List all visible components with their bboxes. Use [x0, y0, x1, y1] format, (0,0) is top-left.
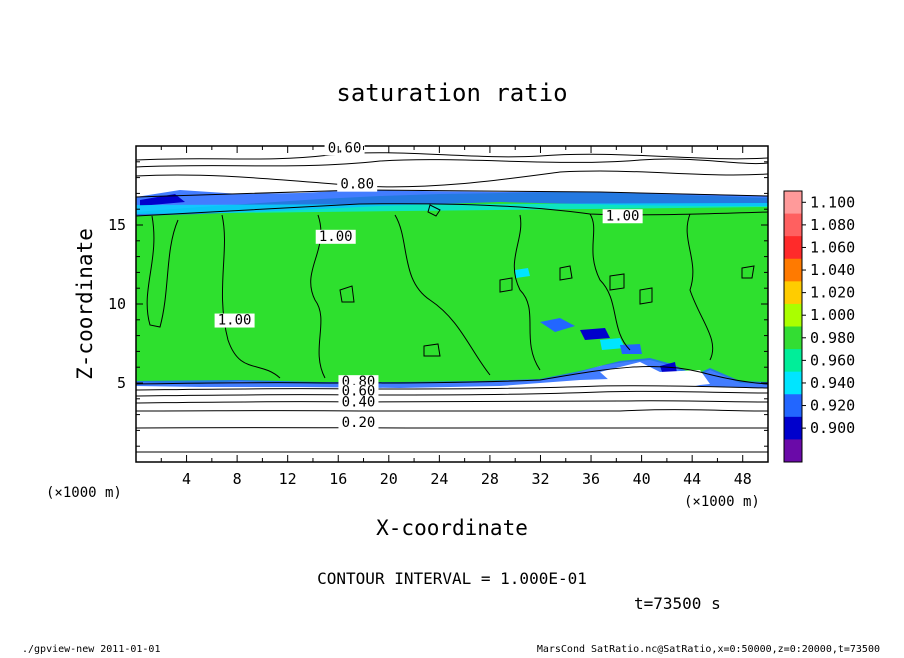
- x-tick-label: 24: [430, 470, 448, 488]
- x-tick-label: 28: [481, 470, 499, 488]
- contour-label-bg: [324, 141, 365, 156]
- contour-label-bg: [338, 395, 379, 410]
- colorbar-swatch: [784, 326, 802, 350]
- y-axis-ticks: 5 10 15: [108, 161, 768, 447]
- colorbar-label: 0.980: [810, 329, 855, 347]
- contour-label: 0.40: [342, 395, 376, 411]
- contour-interval: CONTOUR INTERVAL = 1.000E-01: [317, 569, 587, 588]
- colorbar-label: 1.060: [810, 238, 855, 256]
- contour-label-bg: [338, 384, 379, 399]
- contour-lines: [135, 152, 769, 453]
- x-tick-label: 16: [329, 470, 347, 488]
- contour-label-bg: [337, 177, 378, 192]
- contour-label-bg: [338, 416, 379, 431]
- contour-label-bg: [214, 313, 255, 328]
- x-tick-label: 8: [233, 470, 242, 488]
- contour-label: 1.00: [319, 229, 353, 245]
- colorbar-swatch: [784, 416, 802, 440]
- contour-labels: 0.600.801.001.001.000.800.600.400.20: [214, 140, 643, 431]
- contour-label: 0.60: [328, 140, 362, 156]
- x-tick-label: 12: [279, 470, 297, 488]
- y-tick-label: 5: [117, 374, 126, 392]
- x-tick-label: 44: [683, 470, 701, 488]
- colorbar-swatch: [784, 191, 802, 215]
- time-label: t=73500 s: [634, 594, 721, 613]
- x-tick-label: 36: [582, 470, 600, 488]
- colorbar-label: 1.100: [810, 193, 855, 211]
- colorbar-swatch: [784, 303, 802, 327]
- colorbar-label: 1.020: [810, 284, 855, 302]
- colorbar-label: 0.940: [810, 374, 855, 392]
- colorbar-swatch: [784, 439, 802, 463]
- x-axis-unit: (×1000 m): [684, 494, 760, 510]
- colorbar-swatch: [784, 258, 802, 282]
- plot-area: [135, 145, 769, 463]
- y-tick-label: 15: [108, 216, 126, 234]
- contour-label-bg: [602, 209, 643, 224]
- contour-label: 0.60: [342, 384, 376, 400]
- y-axis-unit: (×1000 m): [46, 485, 122, 501]
- y-axis-label: Z-coordinate: [73, 228, 97, 380]
- x-axis-label: X-coordinate: [376, 516, 528, 540]
- colorbar-swatch: [784, 394, 802, 418]
- lower-subsaturated-band: [136, 358, 768, 388]
- colorbar-label: 0.920: [810, 397, 855, 415]
- colorbar: 1.100 1.080 1.060 1.040 1.020 1.000 0.980 0.960…: [783, 190, 855, 463]
- colorbar-swatch: [784, 236, 802, 260]
- x-tick-label: 32: [531, 470, 549, 488]
- contour-label: 0.80: [340, 177, 374, 193]
- colorbar-swatch: [784, 371, 802, 395]
- contour-label-bg: [315, 229, 356, 244]
- footer-right: MarsCond_SatRatio.nc@SatRatio,x=0:50000,…: [537, 644, 880, 654]
- chart-title: saturation ratio: [336, 79, 567, 107]
- x-axis-ticks: 4 8 12 16 20 24 28 32 36 40 44 48: [160, 146, 752, 488]
- contour-label: 1.00: [218, 313, 252, 329]
- y-tick-label: 10: [108, 295, 126, 313]
- x-tick-label: 48: [734, 470, 752, 488]
- contour-label: 1.00: [606, 208, 640, 224]
- x-tick-label: 20: [380, 470, 398, 488]
- colorbar-label: 0.900: [810, 419, 855, 437]
- colorbar-swatch: [784, 281, 802, 305]
- colorbar-frame: [783, 190, 803, 463]
- x-tick-label: 4: [182, 470, 191, 488]
- colorbar-label: 0.960: [810, 351, 855, 369]
- colorbar-label: 1.040: [810, 261, 855, 279]
- footer-left: ./gpview-new 2011-01-01: [22, 644, 160, 654]
- colorbar-label: 1.080: [810, 216, 855, 234]
- colorbar-swatch: [784, 213, 802, 237]
- x-tick-label: 40: [633, 470, 651, 488]
- colorbar-label: 1.000: [810, 306, 855, 324]
- contour-label: 0.20: [342, 415, 376, 431]
- saturated-region: [136, 192, 768, 384]
- colorbar-swatch: [784, 349, 802, 373]
